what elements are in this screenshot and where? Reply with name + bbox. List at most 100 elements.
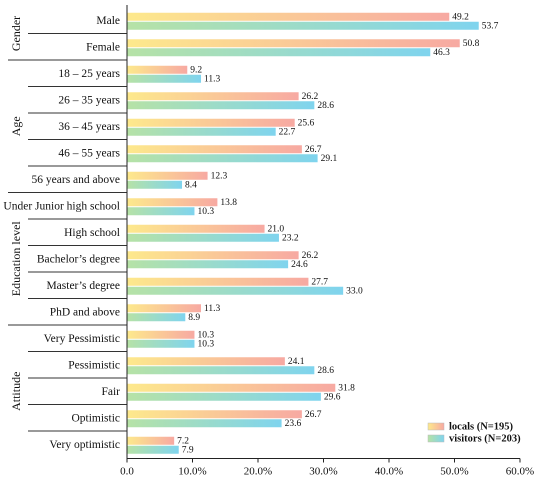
visitors-bar	[127, 127, 276, 136]
data-label: 12.3	[211, 171, 228, 181]
visitors-bar	[127, 101, 315, 110]
x-tick-label: 10.0%	[178, 466, 206, 478]
locals-bar	[127, 436, 175, 445]
data-label: 11.3	[204, 304, 221, 314]
data-label: 27.7	[311, 277, 328, 287]
visitors-bar	[127, 260, 289, 269]
data-label: 23.2	[282, 233, 299, 243]
locals-bar	[127, 410, 302, 419]
locals-bar	[127, 304, 202, 313]
category-label: 46 – 55 years	[58, 147, 120, 159]
x-tick-label: 0.0	[120, 466, 134, 478]
data-label: 26.2	[302, 92, 319, 102]
x-tick-label: 60.0%	[506, 466, 534, 478]
legend-label-visitors: visitors (N=203)	[449, 433, 521, 444]
category-label: Optimistic	[71, 412, 120, 424]
data-label: 49.2	[452, 12, 469, 22]
group-label: Age	[9, 116, 23, 136]
category-label: 26 – 35 years	[58, 94, 120, 106]
x-tick-label: 40.0%	[375, 466, 403, 478]
data-label: 26.2	[302, 251, 319, 261]
visitors-bar	[127, 366, 315, 375]
data-label: 29.6	[324, 392, 341, 402]
visitors-bar	[127, 445, 179, 454]
category-label: High school	[64, 227, 120, 239]
data-label: 23.6	[285, 419, 302, 429]
locals-bar	[127, 12, 450, 21]
data-label: 50.8	[463, 39, 480, 49]
visitors-bar	[127, 392, 321, 401]
data-label: 7.9	[182, 445, 194, 455]
visitors-bar	[127, 154, 318, 163]
data-label: 10.3	[197, 207, 214, 217]
data-label: 31.8	[338, 383, 355, 393]
category-label: Very optimistic	[49, 439, 120, 451]
data-label: 53.7	[482, 21, 499, 31]
data-label: 28.6	[317, 366, 334, 376]
group-label: Attitude	[9, 372, 23, 411]
data-label: 9.2	[190, 65, 202, 75]
data-label: 33.0	[346, 286, 363, 296]
locals-bar	[127, 357, 285, 366]
locals-bar	[127, 383, 336, 392]
category-label: PhD and above	[50, 306, 120, 318]
x-tick-label: 50.0%	[440, 466, 468, 478]
data-label: 13.8	[220, 198, 237, 208]
visitors-bar	[127, 180, 183, 189]
locals-bar	[127, 39, 460, 48]
data-label: 24.6	[291, 260, 308, 270]
locals-bar	[127, 198, 218, 207]
data-label: 8.4	[185, 180, 197, 190]
category-label: Master’s degree	[46, 280, 120, 292]
locals-bar	[127, 65, 188, 74]
category-label: 56 years and above	[32, 174, 120, 186]
locals-bar	[127, 330, 195, 339]
x-tick-label: 30.0%	[309, 466, 337, 478]
data-label: 10.3	[197, 339, 214, 349]
category-label: Pessimistic	[68, 359, 120, 371]
x-tick-label: 20.0%	[244, 466, 272, 478]
visitors-bar	[127, 286, 344, 295]
data-label: 29.1	[321, 154, 338, 164]
category-label: 18 – 25 years	[58, 68, 120, 80]
category-label: Female	[86, 41, 120, 53]
visitors-bar	[127, 339, 195, 348]
locals-bar	[127, 224, 265, 233]
group-label: Education level	[9, 221, 23, 297]
data-label: 28.6	[317, 101, 334, 111]
locals-bar	[127, 277, 309, 286]
data-label: 10.3	[197, 330, 214, 340]
category-label: Bachelor’s degree	[37, 253, 120, 265]
visitors-bar	[127, 233, 279, 242]
visitors-bar	[127, 21, 479, 30]
locals-bar	[127, 251, 299, 260]
legend-swatch-locals	[427, 422, 445, 431]
data-label: 11.3	[204, 74, 221, 84]
data-label: 46.3	[433, 48, 450, 58]
visitors-bar	[127, 74, 202, 83]
visitors-bar	[127, 313, 186, 322]
data-label: 26.7	[305, 145, 322, 155]
category-label: Under Junior high school	[3, 200, 120, 212]
visitors-bar	[127, 48, 431, 57]
group-label: Gender	[9, 16, 23, 51]
category-label: Male	[96, 15, 120, 27]
locals-bar	[127, 92, 299, 101]
data-label: 25.6	[298, 118, 315, 128]
locals-bar	[127, 171, 208, 180]
data-label: 21.0	[268, 224, 285, 234]
data-label: 7.2	[177, 436, 189, 446]
data-label: 26.7	[305, 410, 322, 420]
locals-bar	[127, 118, 295, 127]
category-label: 36 – 45 years	[58, 121, 120, 133]
legend-swatch-visitors	[427, 434, 445, 443]
category-label: Fair	[101, 386, 120, 398]
visitors-bar	[127, 419, 282, 428]
locals-bar	[127, 145, 302, 154]
category-label: Very Pessimistic	[44, 333, 120, 345]
data-label: 8.9	[188, 313, 200, 323]
legend-label-locals: locals (N=195)	[449, 421, 514, 432]
data-label: 22.7	[279, 127, 296, 137]
